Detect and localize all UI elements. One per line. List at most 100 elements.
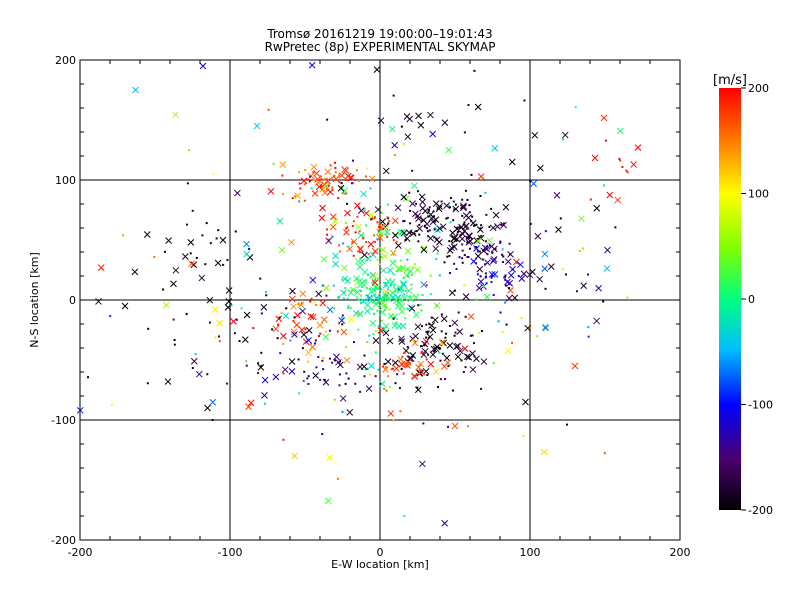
data-point-dot [425,323,428,326]
data-point-dot [455,267,458,270]
data-point-x-marker [392,286,400,293]
data-point-dot [406,258,409,261]
data-point-x-marker [456,347,464,355]
data-point-x-marker [288,239,295,246]
data-point-x-marker [300,177,308,185]
data-point-x-marker [312,372,320,379]
data-point-dot [471,215,474,218]
data-point-dot [341,323,344,326]
data-point-dot [409,209,412,212]
data-point-x-marker [451,422,459,430]
data-point-dot [392,273,395,276]
data-point-dot [347,377,350,380]
data-point-dot [110,403,113,406]
data-point-dot [476,237,479,240]
data-point-x-marker [490,257,497,265]
data-point-x-marker [329,223,337,231]
data-point-x-marker [320,255,328,263]
data-point-dot [492,293,495,296]
data-point-dot [420,325,423,328]
data-point-dot [358,251,361,254]
data-point-x-marker [536,275,544,283]
data-point-dot [448,240,451,243]
data-point-dot [427,330,430,333]
data-point-dot [451,241,454,244]
data-point-x-marker [298,326,306,334]
data-point-x-marker [600,114,608,122]
data-point-dot [245,364,248,367]
data-point-x-marker [324,177,331,185]
data-point-dot [587,335,590,338]
data-point-dot [356,312,359,315]
data-point-x-marker [361,251,368,259]
data-point-dot [217,229,220,232]
data-point-x-marker [459,204,467,212]
data-point-dot [449,272,452,275]
data-point-dot [310,297,313,300]
data-point-x-marker [435,205,443,213]
data-point-dot [400,125,403,128]
data-point-x-marker [398,338,406,345]
data-point-x-marker [502,203,510,211]
data-point-dot [468,204,471,207]
data-point-x-marker [403,266,411,273]
data-point-x-marker [341,166,348,173]
data-point-dot [482,285,485,288]
data-point-dot [291,197,294,200]
data-point-dot [380,288,383,291]
data-point-dot [379,383,382,386]
data-point-dot [344,192,347,195]
data-point-dot [508,242,511,245]
data-point-x-marker [404,133,412,141]
data-point-dot [523,99,526,102]
data-point-dot [379,223,382,226]
data-point-x-marker [372,337,380,344]
data-point-dot [315,366,318,369]
data-point-dot [461,257,464,260]
data-point-x-marker [243,240,250,248]
data-point-x-marker [257,364,265,371]
data-point-dot [297,358,300,361]
data-point-dot [419,303,422,306]
data-point-dot [473,224,476,227]
data-point-dot [358,179,361,182]
data-point-x-marker [400,280,407,287]
data-point-x-marker [400,193,408,201]
data-point-dot [440,342,443,345]
data-point-x-marker [483,245,491,253]
data-point-x-marker [405,287,413,295]
data-point-x-marker [335,358,342,366]
data-point-x-marker [343,356,351,364]
data-point-dot [396,321,399,324]
data-point-dot [427,353,430,356]
data-point-x-marker [387,410,395,417]
data-point-x-marker [172,111,179,119]
data-point-x-marker [465,353,473,361]
data-point-dot [559,217,562,220]
data-point-dot [459,234,462,237]
data-point-dot [366,367,369,370]
data-point-dot [425,336,428,339]
data-point-dot [438,351,441,354]
data-point-x-marker [211,306,219,314]
data-point-dot [484,191,487,194]
data-point-x-marker [504,278,511,286]
data-point-dot [490,274,493,277]
data-point-dot [333,398,336,401]
data-point-dot [439,359,442,362]
data-point-dot [279,352,282,355]
data-point-x-marker [386,337,394,345]
data-point-x-marker [520,270,528,278]
data-point-dot [394,322,397,325]
data-point-x-marker [473,245,480,252]
data-point-dot [614,226,617,229]
data-point-x-marker [315,183,323,191]
data-point-dot [240,307,243,310]
data-point-x-marker [241,336,249,343]
data-point-dot [226,258,229,261]
data-point-dot [372,333,375,336]
data-point-x-marker [505,294,513,302]
data-point-dot [341,278,344,281]
data-point-x-marker [243,250,251,258]
data-point-x-marker [399,322,407,330]
